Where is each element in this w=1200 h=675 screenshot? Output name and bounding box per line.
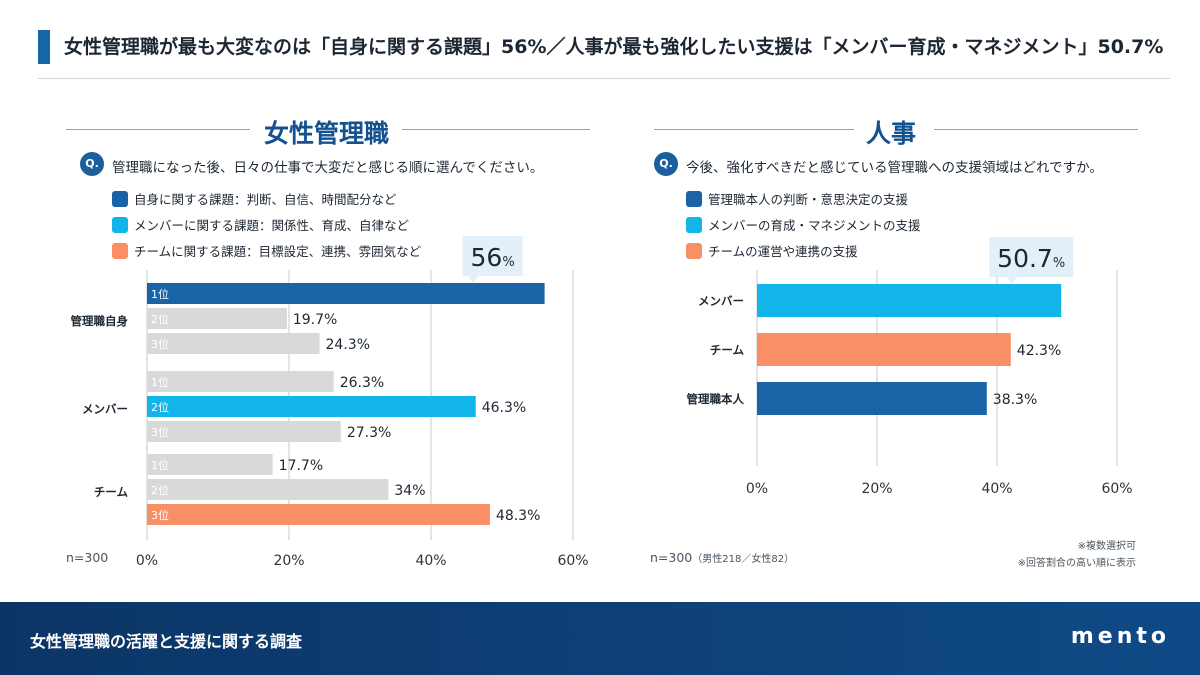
right-sample-breakdown: （男性218／女性82） bbox=[692, 554, 795, 565]
left-x-tick-label: 20% bbox=[273, 553, 304, 569]
left-value-callout-bubble bbox=[462, 236, 523, 283]
legend-label: チームに関する課題：目標設定、連携、雰囲気など bbox=[134, 244, 422, 259]
left-value-callout-unit: % bbox=[502, 255, 514, 270]
left-bar-rank-label: 3位 bbox=[151, 508, 169, 522]
left-category-label: メンバー bbox=[82, 402, 128, 416]
legend-label: メンバーの育成・マネジメントの支援 bbox=[708, 218, 921, 233]
left-sample-note: n=300 bbox=[66, 550, 109, 565]
left-category-label: チーム bbox=[94, 485, 129, 499]
left-value-label: 34% bbox=[394, 483, 425, 499]
legend-label: チームの運営や連携の支援 bbox=[708, 244, 858, 259]
legend-swatch bbox=[686, 190, 702, 207]
left-x-tick-label: 0% bbox=[136, 553, 158, 569]
legend-swatch bbox=[112, 242, 128, 259]
right-bar bbox=[757, 333, 1011, 366]
left-value-label: 19.7% bbox=[293, 312, 337, 328]
right-category-label: メンバー bbox=[698, 294, 744, 308]
right-value-label: 38.3% bbox=[993, 392, 1037, 408]
left-x-tick-label: 40% bbox=[415, 553, 446, 569]
legend-swatch bbox=[686, 242, 702, 259]
left-value-label: 17.7% bbox=[279, 458, 323, 474]
multi-select-note: ※複数選択可 bbox=[1077, 541, 1136, 552]
right-sample-note: n=300（男性218／女性82） bbox=[650, 550, 794, 565]
right-category-label: チーム bbox=[710, 343, 745, 357]
right-legend-item-self: 管理職本人の判断・意思決定の支援 bbox=[686, 188, 909, 207]
right-value-label: 42.3% bbox=[1017, 343, 1061, 359]
left-bar-rank-label: 1位 bbox=[151, 375, 169, 389]
left-bar bbox=[147, 308, 287, 329]
question-icon: Q. bbox=[654, 152, 678, 176]
right-x-tick-label: 0% bbox=[746, 481, 768, 497]
right-value-callout-unit: % bbox=[1053, 256, 1065, 271]
question-icon: Q. bbox=[80, 152, 104, 176]
right-legend-item-team: チームの運営や連携の支援 bbox=[686, 240, 858, 259]
left-value-label: 48.3% bbox=[496, 508, 540, 524]
right-title-rule-left bbox=[654, 129, 854, 130]
right-x-tick-label: 20% bbox=[861, 481, 892, 497]
left-legend-item-member: メンバーに関する課題：関係性、育成、自律など bbox=[112, 214, 410, 233]
footer: 女性管理職の活躍と支援に関する調査 mento bbox=[0, 602, 1200, 675]
footer-title: 女性管理職の活躍と支援に関する調査 bbox=[30, 632, 303, 651]
left-question: 管理職になった後、日々の仕事で大変だと感じる順に選んでください。 bbox=[112, 160, 544, 176]
right-x-tick-label: 60% bbox=[1101, 481, 1132, 497]
right-x-tick-label: 40% bbox=[981, 481, 1012, 497]
left-bar-rank-label: 2位 bbox=[151, 483, 169, 497]
left-value-callout-label: 56% bbox=[471, 243, 515, 272]
legend-swatch bbox=[112, 190, 128, 207]
left-legend-item-self: 自身に関する課題：判断、自信、時間配分など bbox=[112, 188, 397, 207]
left-bar-rank-label: 3位 bbox=[151, 425, 169, 439]
right-sample-n: n=300 bbox=[650, 550, 693, 565]
right-legend-item-member: メンバーの育成・マネジメントの支援 bbox=[686, 214, 921, 233]
left-bar bbox=[147, 479, 389, 500]
right-question: 今後、強化すべきだと感じている管理職への支援領域はどれですか。 bbox=[686, 160, 1103, 176]
left-category-label: 管理職自身 bbox=[71, 314, 129, 328]
left-bar bbox=[147, 421, 341, 442]
legend-swatch bbox=[686, 216, 702, 233]
page-title: 女性管理職が最も大変なのは「自身に関する課題」56%／人事が最も強化したい支援は… bbox=[64, 36, 1164, 58]
left-value-label: 24.3% bbox=[326, 337, 370, 353]
legend-swatch bbox=[112, 216, 128, 233]
right-category-label: 管理職本人 bbox=[687, 392, 745, 406]
left-title-rule-left bbox=[66, 129, 250, 130]
right-bar bbox=[757, 382, 987, 415]
left-bar-rank-label: 1位 bbox=[151, 458, 169, 472]
left-bar bbox=[147, 283, 545, 304]
left-bar-rank-label: 2位 bbox=[151, 400, 169, 414]
left-bar-rank-label: 1位 bbox=[151, 287, 169, 301]
charts-canvas: 0% 20% 40% 60% 管理職自身 1位 56% 2位 19.7% 3位 24.3% メンバー 1… bbox=[71, 236, 1133, 569]
left-value-label: 46.3% bbox=[482, 400, 526, 416]
legend-label: 自身に関する課題：判断、自信、時間配分など bbox=[134, 192, 397, 207]
header-accent-bar bbox=[38, 30, 50, 64]
left-bar bbox=[147, 333, 320, 354]
mento-logo: mento bbox=[1070, 624, 1170, 649]
left-bar bbox=[147, 371, 334, 392]
left-bar bbox=[147, 396, 476, 417]
left-bar-rank-label: 3位 bbox=[151, 337, 169, 351]
left-bar bbox=[147, 454, 273, 475]
legend-label: 管理職本人の判断・意思決定の支援 bbox=[708, 192, 909, 207]
left-title-rule-right bbox=[402, 129, 590, 130]
legend-label: メンバーに関する課題：関係性、育成、自律など bbox=[134, 218, 410, 233]
right-value-callout-bubble bbox=[989, 237, 1074, 284]
right-title-rule-right bbox=[934, 129, 1138, 130]
sort-order-note: ※回答割合の高い順に表示 bbox=[1017, 558, 1136, 569]
left-value-label: 26.3% bbox=[340, 375, 384, 391]
left-value-label: 27.3% bbox=[347, 425, 391, 441]
header-divider bbox=[38, 78, 1170, 79]
right-section-title: 人事 bbox=[866, 119, 917, 148]
right-bar bbox=[757, 284, 1062, 317]
left-section-title: 女性管理職 bbox=[264, 119, 390, 148]
left-bar-rank-label: 2位 bbox=[151, 312, 169, 326]
left-legend-item-team: チームに関する課題：目標設定、連携、雰囲気など bbox=[112, 240, 422, 259]
left-bar bbox=[147, 504, 490, 525]
left-x-tick-label: 60% bbox=[557, 553, 588, 569]
